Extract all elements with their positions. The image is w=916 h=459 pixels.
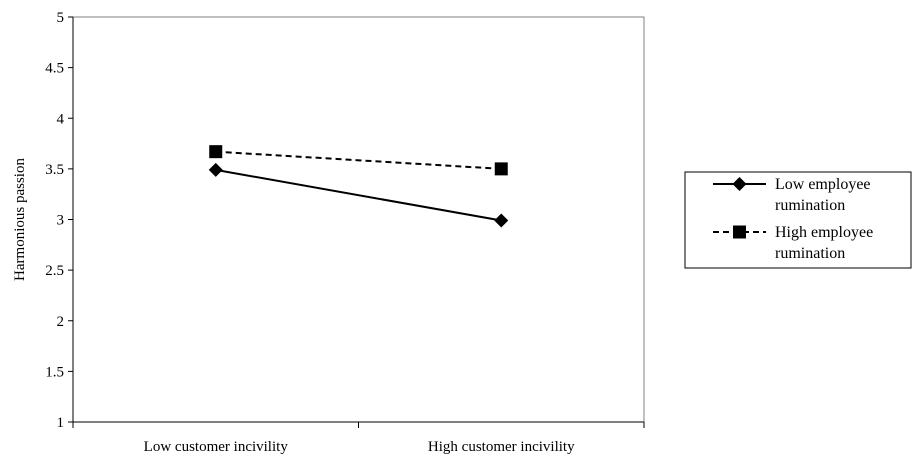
y-axis: 1 1.5 2 2.5 3 3.5 4 4.5 5 — [45, 10, 74, 431]
legend-marker-diamond — [732, 177, 747, 191]
series-line — [215, 168, 502, 222]
y-tick-label: 1 — [57, 415, 65, 431]
y-tick-label: 5 — [57, 10, 65, 26]
series-2 — [209, 145, 508, 176]
data-point-square — [494, 162, 508, 176]
data-point-diamond — [494, 213, 509, 228]
data-point-diamond — [208, 162, 223, 177]
legend-label: rumination — [775, 197, 845, 214]
y-tick-label: 4.5 — [45, 61, 64, 77]
legend-entry: High employee rumination — [713, 224, 873, 262]
legend-label: rumination — [775, 245, 845, 262]
legend-box — [684, 171, 912, 269]
legend-label: High employee — [775, 224, 873, 241]
data-point-square — [209, 145, 223, 159]
y-tick-label: 2.5 — [45, 263, 64, 279]
y-tick-label: 3 — [57, 213, 65, 229]
series-1 — [208, 162, 509, 228]
legend-marker-square — [733, 225, 746, 239]
legend: Low employee rumination High employee rumin… — [684, 171, 912, 269]
x-axis: Low customer incivility High customer inc… — [72, 421, 645, 455]
legend-label: Low employee — [775, 176, 871, 193]
series-line — [215, 150, 502, 170]
y-axis-title: Harmonious passion — [12, 158, 28, 281]
y-tick-label: 2 — [57, 314, 65, 330]
legend-entry: Low employee rumination — [713, 176, 871, 214]
y-tick-label: 3.5 — [45, 162, 64, 178]
series-layer — [208, 145, 509, 228]
y-tick-label: 4 — [57, 111, 65, 127]
x-category-label: High customer incivility — [428, 439, 575, 455]
plot-area — [72, 16, 645, 423]
y-tick-label: 1.5 — [45, 364, 64, 380]
x-category-label: Low customer incivility — [144, 439, 289, 455]
